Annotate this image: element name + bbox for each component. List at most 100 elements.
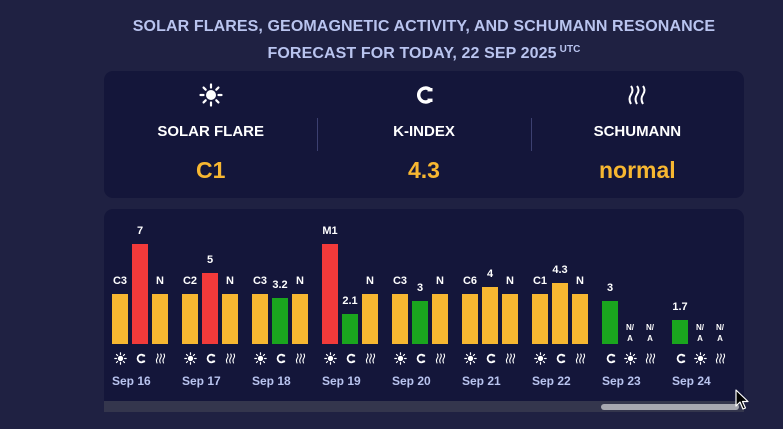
solar-flare-value-label: C3 — [112, 275, 128, 287]
solar-flare-value-label: M1 — [322, 225, 338, 237]
summary-label: K-INDEX — [393, 123, 455, 140]
mouse-cursor-icon — [735, 389, 749, 410]
solar-flare-value-label: C3 — [252, 275, 268, 287]
k-index-value-label: 3 — [416, 282, 424, 295]
k-index-value-label: 5 — [206, 253, 214, 266]
header-timezone: UTC — [559, 44, 581, 55]
k-index-value-label: 4.3 — [552, 263, 568, 276]
schumann-value-label: N — [366, 275, 374, 287]
forecast-day: 3 N/A N/A Sep 23 — [594, 209, 664, 399]
k-index-value-label: 3.2 — [272, 279, 288, 292]
forecast-day: C3 3 N Sep 20 — [384, 209, 454, 399]
magnet-icon — [552, 351, 568, 365]
sun-icon — [112, 351, 128, 365]
forecast-date-label: Sep 16 — [112, 374, 151, 388]
sun-icon — [532, 351, 548, 365]
summary-value: normal — [598, 157, 676, 183]
k-index-bar — [272, 298, 288, 344]
wave-icon — [152, 351, 168, 365]
solar-flare-bar — [112, 294, 128, 344]
magnet-icon — [482, 351, 498, 365]
forecast-date-label: Sep 20 — [392, 374, 431, 388]
schumann-bar — [292, 294, 308, 344]
sun-icon — [392, 351, 408, 365]
solar-flare-bar — [392, 294, 408, 344]
schumann-bar — [502, 294, 518, 344]
k-index-bar — [202, 272, 218, 344]
schumann-value-label: N — [156, 275, 164, 287]
k-index-bar — [412, 301, 428, 344]
schumann-bar — [432, 294, 448, 344]
schumann-value-label: N/A — [716, 323, 724, 343]
sun-icon — [252, 351, 268, 365]
wave-icon — [222, 351, 238, 365]
schumann-bar — [222, 294, 238, 344]
summary-k-index: K-INDEX 4.3 — [317, 71, 530, 198]
sun-icon — [462, 351, 478, 365]
solar-flare-value-label: C6 — [462, 275, 478, 287]
magnet-icon — [602, 351, 618, 365]
forecast-header: SOLAR FLARES, GEOMAGNETIC ACTIVITY, AND … — [100, 15, 748, 65]
sun-icon — [182, 351, 198, 365]
sun-icon — [692, 351, 708, 365]
k-index-bar — [552, 282, 568, 344]
magnet-icon — [672, 351, 688, 365]
magnet-icon — [412, 351, 428, 365]
forecast-date-label: Sep 18 — [252, 374, 291, 388]
wave-icon — [502, 351, 518, 365]
today-summary-panel: SOLAR FLARE C1 K-INDEX 4.3 SCHUMANN norm… — [104, 71, 744, 198]
schumann-value-label: N — [436, 275, 444, 287]
summary-value: 4.3 — [408, 157, 440, 183]
solar-flare-bar — [322, 244, 338, 344]
wave-icon — [531, 83, 744, 107]
forecast-day: C3 7 N Sep 16 — [104, 209, 174, 399]
forecast-date-label: Sep 17 — [182, 374, 221, 388]
magnet-icon — [342, 351, 358, 365]
forecast-date-label: Sep 21 — [462, 374, 501, 388]
solar-flare-value-label: N/A — [696, 323, 704, 343]
solar-flare-bar — [182, 294, 198, 344]
k-index-value-label: 1.7 — [672, 300, 688, 313]
magnet-icon — [132, 351, 148, 365]
sun-icon — [622, 351, 638, 365]
forecast-scroll-panel[interactable]: C3 7 N Sep 16 C2 5 N Sep 17 C3 3.2 N Sep 18 M1 2.1 N Se… — [104, 209, 744, 412]
schumann-value-label: N — [296, 275, 304, 287]
wave-icon — [642, 351, 658, 365]
schumann-value-label: N — [226, 275, 234, 287]
k-index-value-label: 4 — [486, 267, 494, 280]
wave-icon — [362, 351, 378, 365]
solar-flare-value-label: C2 — [182, 275, 198, 287]
forecast-day: 1.7 N/A N/A Sep 24 — [664, 209, 734, 399]
k-index-bar — [672, 319, 688, 344]
wave-icon — [292, 351, 308, 365]
k-index-value-label: 7 — [136, 225, 144, 237]
wave-icon — [572, 351, 588, 365]
solar-flare-bar — [462, 294, 478, 344]
forecast-date-label: Sep 19 — [322, 374, 361, 388]
horizontal-scrollbar[interactable] — [104, 401, 744, 412]
schumann-bar — [572, 294, 588, 344]
schumann-value-label: N/A — [646, 323, 654, 343]
solar-flare-bar — [252, 294, 268, 344]
magnet-icon — [202, 351, 218, 365]
solar-flare-value-label: C1 — [532, 275, 548, 287]
k-index-value-label: 3 — [606, 282, 614, 295]
summary-label: SOLAR FLARE — [157, 123, 264, 140]
k-index-bar — [602, 301, 618, 344]
sun-icon — [104, 83, 317, 107]
magnet-icon — [272, 351, 288, 365]
forecast-day: M1 2.1 N Sep 19 — [314, 209, 384, 399]
forecast-date-label: Sep 24 — [672, 374, 711, 388]
forecast-day: C6 4 N Sep 21 — [454, 209, 524, 399]
forecast-day: C1 4.3 N Sep 22 — [524, 209, 594, 399]
k-index-bar — [482, 286, 498, 344]
forecast-day: C2 5 N Sep 17 — [174, 209, 244, 399]
wave-icon — [712, 351, 728, 365]
scrollbar-thumb[interactable] — [601, 404, 739, 410]
solar-flare-value-label: C3 — [392, 275, 408, 287]
schumann-value-label: N — [576, 275, 584, 287]
k-index-bar — [132, 244, 148, 344]
summary-solar-flare: SOLAR FLARE C1 — [104, 71, 317, 198]
solar-flare-value-label: N/A — [626, 323, 634, 343]
forecast-date-label: Sep 22 — [532, 374, 571, 388]
